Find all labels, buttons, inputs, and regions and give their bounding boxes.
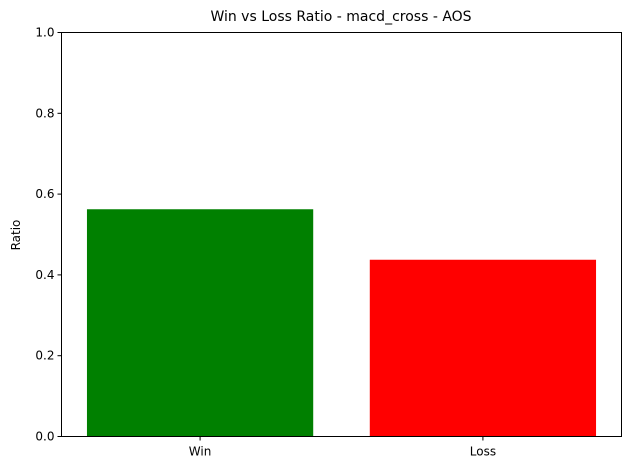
bars-group: [86, 209, 597, 437]
y-ticks-group: 0.0 0.2 0.4 0.6 0.8 1.0: [35, 26, 62, 444]
plot-frame: [61, 32, 622, 437]
y-tick-label: 0.6: [35, 187, 54, 201]
y-tick-label: 0.0: [35, 430, 54, 444]
chart-title: Win vs Loss Ratio - macd_cross - AOS: [210, 9, 471, 25]
bar-loss: [369, 259, 597, 437]
y-tick-label: 0.2: [35, 349, 54, 363]
y-tick-label: 0.8: [35, 106, 54, 120]
y-tick-label: 1.0: [35, 26, 54, 40]
y-axis-label: Ratio: [9, 220, 23, 251]
x-tick-label: Loss: [470, 445, 496, 459]
x-tick-label: Win: [189, 445, 212, 459]
x-ticks-group: Win Loss: [189, 436, 496, 459]
y-tick-label: 0.4: [35, 268, 54, 282]
bar-win: [86, 209, 314, 437]
